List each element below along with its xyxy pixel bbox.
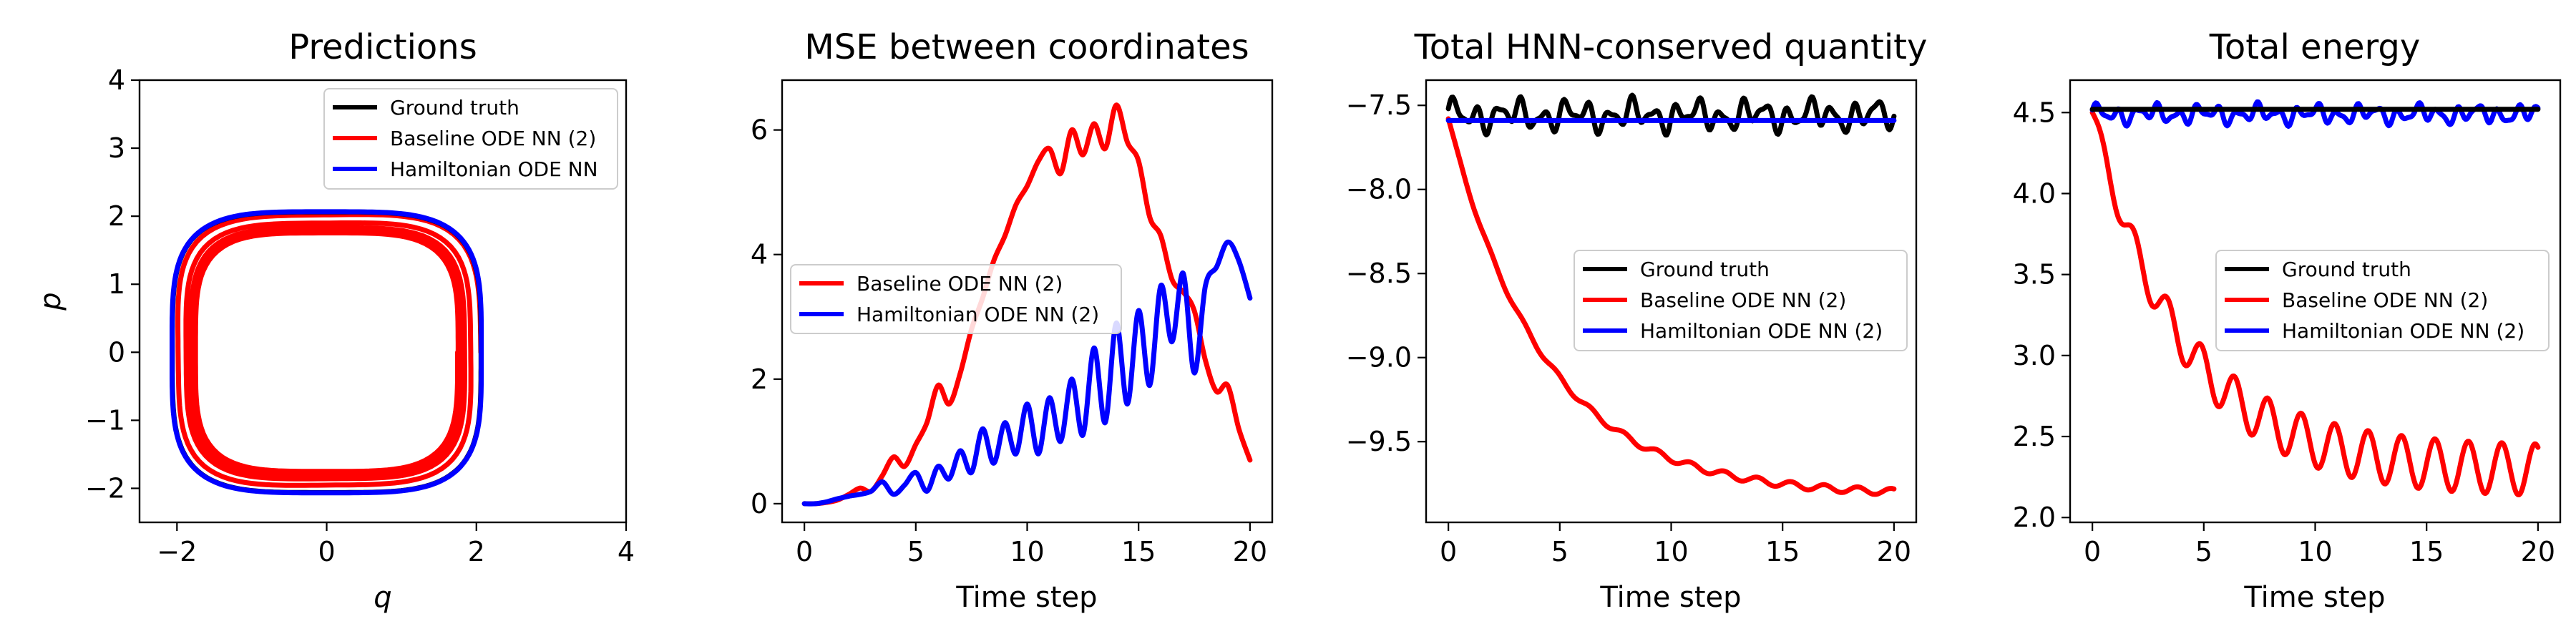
legend-label-ground-truth: Ground truth: [390, 96, 519, 119]
legend-box: [1574, 250, 1908, 351]
y-tick-label: −8.0: [1346, 174, 1412, 205]
y-tick-label: −8.5: [1346, 258, 1412, 289]
panel-4-xlabel: Time step: [2243, 581, 2385, 614]
legend-box: [323, 88, 618, 190]
panel-1-ticks: −2 0 2 4 −2 −1 0 1 2 3 4: [85, 64, 635, 567]
x-tick-label: −2: [157, 536, 197, 567]
series-baseline: [801, 102, 1253, 507]
panel-1-marks: [170, 209, 484, 496]
legend-label-hamiltonian: Hamiltonian ODE NN (2): [857, 303, 1099, 326]
y-tick-label: 2: [751, 364, 768, 395]
x-tick-label: 15: [1121, 536, 1156, 567]
y-tick-label: 4: [108, 64, 125, 96]
x-tick-label: 15: [2409, 536, 2444, 567]
series-hamiltonian: [2089, 99, 2541, 129]
y-tick-label: 4: [751, 239, 768, 270]
panel-4-frame: [2069, 79, 2562, 524]
legend-label-baseline: Baseline ODE NN (2): [2282, 288, 2488, 312]
y-tick-label: 4.5: [2013, 97, 2056, 128]
x-tick-label: 2: [468, 536, 485, 567]
x-tick-label: 20: [2521, 536, 2555, 567]
y-tick-label: 0: [751, 488, 768, 519]
y-tick-label: −9.0: [1346, 342, 1412, 374]
series-baseline: [2089, 109, 2541, 497]
panel-total-energy: Total energy 0 5 10 15 202.02.53.03.54.04.5 …: [2013, 27, 2562, 614]
panel-2-ticks: 0 5 10 15 20 0 2 4 6: [751, 114, 1267, 567]
panel-2-title: MSE between coordinates: [804, 27, 1249, 67]
panel-2-frame: [781, 79, 1274, 524]
y-tick-label: 3.5: [2013, 259, 2056, 291]
panel-4-marks: [2089, 99, 2541, 497]
x-tick-label: 20: [1233, 536, 1267, 567]
y-tick-label: 3: [108, 132, 125, 164]
x-tick-label: 5: [1551, 536, 1568, 567]
panel-hnn-quantity: Total HNN-conserved quantity 0 5 10 15 20 −9.…: [1346, 27, 1928, 614]
series-hamiltonian: [170, 209, 484, 496]
panel-3-marks: [1445, 92, 1897, 497]
series-ground-truth: [170, 209, 484, 495]
panel-mse: MSE between coordinates 0 5 10 15 20 0 2 4 6 Tim…: [751, 27, 1274, 614]
panel-1-title: Predictions: [288, 27, 477, 67]
y-tick-label: 2: [108, 200, 125, 232]
x-tick-label: 10: [1654, 536, 1688, 567]
series-hamiltonian: [801, 239, 1253, 507]
y-tick-label: −1: [85, 404, 125, 436]
panel-1-frame: [138, 79, 628, 524]
panel-1-ylabel: p: [34, 292, 67, 311]
y-tick-label: 3.0: [2013, 340, 2056, 371]
x-tick-label: 0: [2084, 536, 2101, 567]
y-tick-label: 1: [108, 268, 125, 300]
legend-label-baseline: Baseline ODE NN (2): [857, 272, 1063, 296]
panel-1-legend: Ground truth Baseline ODE NN (2) Hamilto…: [323, 88, 618, 190]
y-tick-label: −9.5: [1346, 426, 1412, 457]
x-tick-label: 5: [907, 536, 924, 567]
legend-label-ground-truth: Ground truth: [1640, 258, 1770, 281]
panel-predictions: Predictions −2 0 2 4 −2 −1 0 1 2 3 4 q p Ground tr…: [34, 27, 635, 614]
series-ground-truth: [1445, 92, 1897, 138]
panel-4-title: Total energy: [2209, 27, 2421, 67]
y-tick-label: 2.0: [2013, 502, 2056, 533]
x-tick-label: 10: [2298, 536, 2332, 567]
legend-label-hamiltonian: Hamiltonian ODE NN: [390, 157, 598, 181]
x-tick-label: 0: [1440, 536, 1457, 567]
y-tick-label: −2: [85, 472, 125, 504]
legend-label-baseline: Baseline ODE NN (2): [390, 127, 596, 150]
panel-2-legend: Baseline ODE NN (2) Hamiltonian ODE NN (…: [790, 264, 1122, 334]
legend-box: [2215, 250, 2550, 351]
x-tick-label: 0: [318, 536, 335, 567]
panel-1-xlabel: q: [374, 581, 391, 614]
panel-2-marks: [801, 102, 1253, 507]
x-tick-label: 5: [2195, 536, 2212, 567]
panel-4-legend: Ground truth Baseline ODE NN (2) Hamilto…: [2215, 250, 2550, 351]
panel-3-title: Total HNN-conserved quantity: [1414, 27, 1928, 67]
panel-3-ticks: 0 5 10 15 20 −9.5 −9.0 −8.5 −8.0 −7.5: [1346, 89, 1911, 567]
series-baseline: [175, 212, 484, 488]
legend-label-hamiltonian: Hamiltonian ODE NN (2): [1640, 319, 1883, 343]
panel-3-frame: [1425, 79, 1918, 524]
x-tick-label: 15: [1765, 536, 1800, 567]
legend-label-ground-truth: Ground truth: [2282, 258, 2411, 281]
legend-label-baseline: Baseline ODE NN (2): [1640, 288, 1846, 312]
panel-4-ticks: 0 5 10 15 20 2.0 2.5 3.0 3.5 4.0 4.5: [2013, 97, 2555, 567]
panel-3-xlabel: Time step: [1599, 581, 1741, 614]
x-tick-label: 4: [618, 536, 635, 567]
panel-2-xlabel: Time step: [955, 581, 1097, 614]
x-tick-label: 20: [1877, 536, 1911, 567]
x-tick-label: 10: [1010, 536, 1044, 567]
y-tick-label: −7.5: [1346, 89, 1412, 121]
panel-3-legend: Ground truth Baseline ODE NN (2) Hamilto…: [1574, 250, 1908, 351]
x-tick-label: 0: [796, 536, 813, 567]
y-tick-label: 6: [751, 114, 768, 146]
series-baseline: [1445, 116, 1897, 497]
legend-label-hamiltonian: Hamiltonian ODE NN (2): [2282, 319, 2524, 343]
legend-box: [790, 264, 1122, 334]
y-tick-label: 0: [108, 336, 125, 368]
y-tick-label: 4.0: [2013, 177, 2056, 209]
y-tick-label: 2.5: [2013, 421, 2056, 452]
